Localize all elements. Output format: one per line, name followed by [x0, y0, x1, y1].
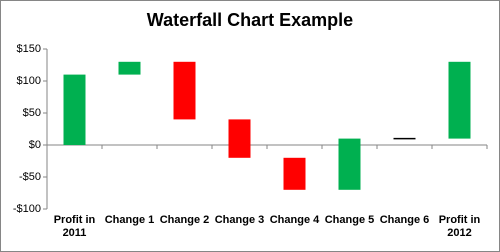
bar	[448, 61, 471, 139]
x-tick-label: Change 5	[324, 214, 375, 226]
x-tick-label: Change 3	[214, 214, 265, 226]
y-tick-label: $50	[23, 107, 41, 119]
x-tick-label: Change 4	[269, 214, 320, 226]
x-tick-label: Change 1	[104, 214, 155, 226]
y-tick-label: -$50	[19, 171, 41, 183]
x-tick-label: Profit in 2012	[438, 214, 481, 239]
bar	[173, 61, 196, 120]
bar	[118, 61, 141, 75]
bar	[228, 119, 251, 158]
y-tick-label: $100	[17, 75, 41, 87]
y-tick-label: $150	[17, 43, 41, 55]
chart-title: Waterfall Chart Example	[147, 10, 353, 30]
x-tick-label: Change 2	[159, 214, 210, 226]
x-tick-label: Change 6	[379, 214, 430, 226]
bar	[338, 138, 361, 190]
x-tick-label: Profit in 2011	[53, 214, 96, 239]
bar	[63, 74, 86, 145]
y-tick-label: $0	[29, 139, 41, 151]
bar	[283, 157, 306, 190]
y-tick-label: -$100	[13, 203, 41, 215]
